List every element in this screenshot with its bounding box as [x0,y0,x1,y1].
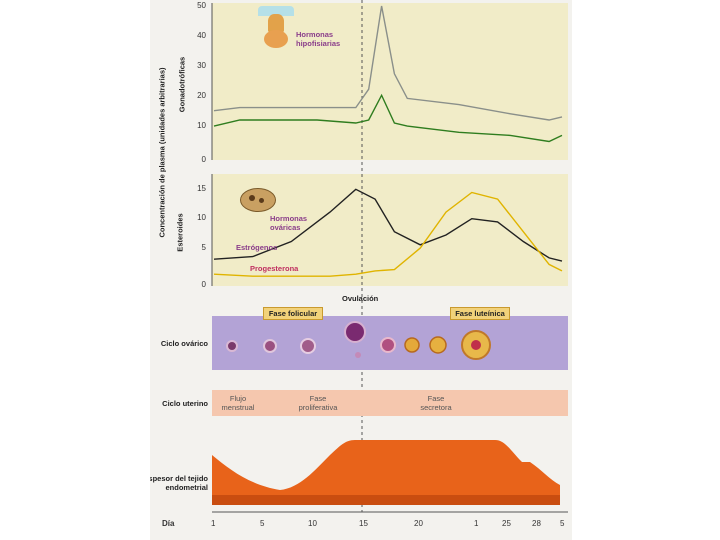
series-line-estr-genos [213,188,563,262]
day-tick: 1 [211,519,216,528]
estro-label: Estrógenos [236,243,278,252]
day-tick: 15 [359,519,368,528]
day-tick: 10 [308,519,317,528]
tick-label: 0 [201,155,206,164]
tick-label: 5 [201,243,206,252]
endometrium-row-label: Espesor del tejido endometrial [150,474,208,492]
tick-label: 20 [197,91,206,100]
day-label: Día [162,519,175,528]
follicle-4 [344,321,366,343]
tick-label: 10 [197,121,206,130]
figure-page: Concentración de plasma (unidades arbitr… [150,0,572,540]
endometrium-base [212,495,560,505]
day-tick: 1 [474,519,479,528]
series-line-lh [213,5,563,121]
endometrium-layer [212,440,560,505]
series-line-fsh [213,93,563,143]
corpus-luteum-2 [429,336,447,354]
ovarian-row-label: Ciclo ovárico [160,339,208,348]
day-tick: 28 [532,519,541,528]
corpus-luteum-1 [404,337,420,353]
phase-menstrual: Flujo menstrual [221,394,255,412]
phase-follicular-box: Fase folicular [263,307,323,320]
day-tick: 5 [260,519,265,528]
tick-label: 0 [201,280,206,289]
follicle-3 [300,338,316,354]
proge-label: Progesterona [250,264,299,273]
tick-label: 15 [197,184,206,193]
phase-proliferative: Fase proliferativa [298,394,338,412]
ruptured-follicle [380,337,396,353]
corpus-luteum-core [471,340,481,350]
day-tick: 25 [502,519,511,528]
phase-luteal-box: Fase luteínica [450,307,510,320]
ovary-label: Hormonas ováricas [270,214,308,232]
uterine-band [212,390,568,416]
tick-label: 40 [197,31,206,40]
hypo-label: Hormonas hipofisiarias [296,30,341,48]
tick-label: 10 [197,213,206,222]
pituitary-icon [258,6,294,50]
series-line-progesterona [213,191,563,277]
day-tick: 5 [560,519,565,528]
uterine-row-label: Ciclo uterino [162,399,208,408]
tick-label: 30 [197,61,206,70]
ovulation-label: Ovulación [342,294,379,303]
phase-secretory: Fase secretora [420,394,452,412]
follicle-2 [263,339,277,353]
hormone-charts [211,0,568,513]
ovary-icon [240,188,276,212]
day-tick: 20 [414,519,423,528]
tick-label: 50 [197,1,206,10]
follicle-1 [226,340,238,352]
oocyte-released [355,352,361,358]
